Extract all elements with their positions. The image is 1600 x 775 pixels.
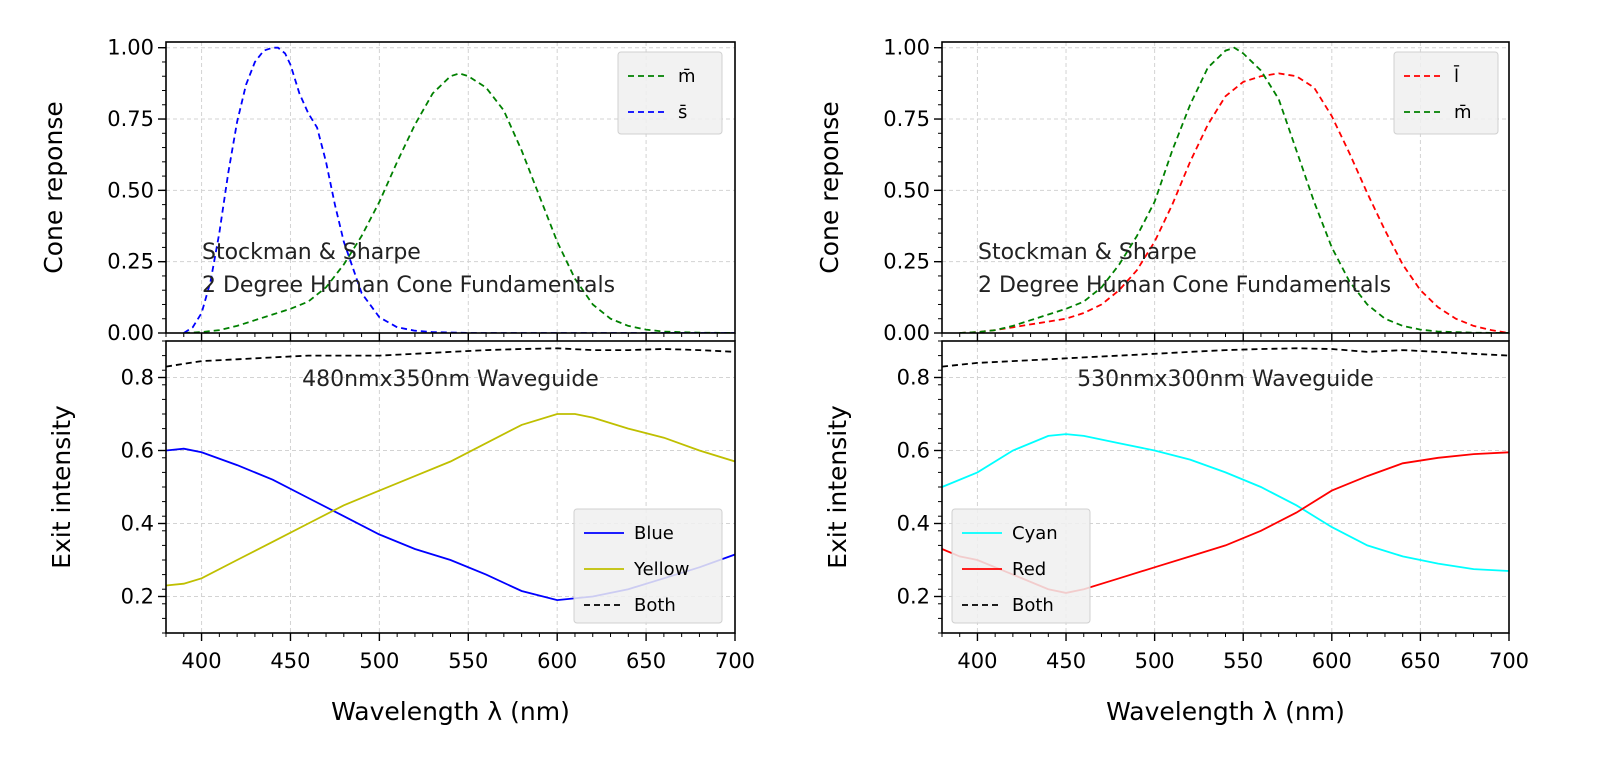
y-axis-label: Cone reponse bbox=[815, 101, 844, 273]
annotation-text: 480nmx350nm Waveguide bbox=[302, 367, 599, 392]
legend: Cyan Red Both bbox=[951, 508, 1091, 624]
series-line-l-0 bbox=[959, 72, 1509, 333]
legend-label: Both bbox=[1012, 595, 1054, 616]
legend: m̄ s̄ bbox=[617, 51, 723, 135]
y-tick-label: 1.00 bbox=[883, 36, 930, 60]
y-tick-label: 0.75 bbox=[107, 107, 154, 131]
panel-left-top: 0.00 0.25 0.50 0.75 1.00 Cone reponse Stockman… bbox=[39, 36, 736, 345]
grid bbox=[166, 341, 735, 633]
panel-right-top: 0.00 0.25 0.50 0.75 1.00 Cone reponse Stockman… bbox=[815, 36, 1510, 345]
x-tick-label: 700 bbox=[1489, 649, 1529, 673]
y-tick-label: 0.25 bbox=[883, 250, 930, 274]
legend-label: m̄ bbox=[678, 66, 696, 87]
series-line-m-0 bbox=[183, 72, 735, 333]
legend-label: Blue bbox=[634, 523, 674, 544]
annotation-text: 2 Degree Human Cone Fundamentals bbox=[202, 273, 615, 298]
annotation-text: 530nmx300nm Waveguide bbox=[1077, 367, 1374, 392]
series-line-cyan-0 bbox=[942, 433, 1509, 572]
legend-label: Yellow bbox=[633, 559, 689, 580]
panel-left-bottom: 0.2 0.4 0.6 0.8 400 450 500 550 600 650 700 Wavelen… bbox=[47, 340, 755, 726]
legend: Blue Yellow Both bbox=[573, 508, 723, 624]
x-tick-label: 550 bbox=[1223, 649, 1263, 673]
x-tick-label: 650 bbox=[626, 649, 666, 673]
series-line-m-1 bbox=[959, 46, 1509, 333]
grid bbox=[166, 42, 735, 333]
y-axis-label: Exit intensity bbox=[823, 405, 852, 569]
legend-label: l̄ bbox=[1453, 65, 1460, 87]
x-tick-label: 450 bbox=[270, 649, 310, 673]
x-axis-label: Wavelength λ (nm) bbox=[331, 697, 570, 726]
y-tick-label: 0.8 bbox=[121, 366, 154, 390]
legend-label: Red bbox=[1012, 559, 1046, 580]
x-tick-label: 500 bbox=[359, 649, 399, 673]
x-axis-label: Wavelength λ (nm) bbox=[1106, 697, 1345, 726]
y-tick-label: 0.4 bbox=[121, 512, 154, 536]
y-tick-label: 0.4 bbox=[897, 512, 930, 536]
series-line-both-2 bbox=[942, 347, 1509, 368]
y-axis-label: Cone reponse bbox=[39, 101, 68, 273]
series-line-s-1 bbox=[183, 46, 735, 333]
legend-label: Both bbox=[634, 595, 676, 616]
legend-label: Cyan bbox=[1012, 523, 1058, 544]
x-tick-label: 650 bbox=[1400, 649, 1440, 673]
y-tick-label: 1.00 bbox=[107, 36, 154, 60]
series-line-yellow-1 bbox=[166, 413, 735, 587]
x-tick-label: 550 bbox=[448, 649, 488, 673]
x-tick-label: 600 bbox=[537, 649, 577, 673]
y-tick-label: 0.6 bbox=[121, 439, 154, 463]
legend-label: m̄ bbox=[1454, 102, 1472, 123]
legend: l̄ m̄ bbox=[1393, 51, 1499, 135]
y-tick-label: 0.25 bbox=[107, 250, 154, 274]
y-tick-label: 0.75 bbox=[883, 107, 930, 131]
y-tick-label: 0.2 bbox=[121, 585, 154, 609]
annotation-text: Stockman & Sharpe bbox=[978, 240, 1197, 265]
y-tick-label: 0.00 bbox=[107, 321, 154, 345]
y-tick-label: 0.2 bbox=[897, 585, 930, 609]
y-tick-label: 0.00 bbox=[883, 321, 930, 345]
annotation-text: Stockman & Sharpe bbox=[202, 240, 421, 265]
series-line-both-2 bbox=[166, 347, 735, 368]
x-tick-label: 700 bbox=[715, 649, 755, 673]
y-tick-label: 0.50 bbox=[883, 178, 930, 202]
panel-right-bottom: 0.2 0.4 0.6 0.8 400 450 500 550 600 650 700 Wavelen… bbox=[823, 340, 1529, 726]
annotation-text: 2 Degree Human Cone Fundamentals bbox=[978, 273, 1391, 298]
x-tick-label: 450 bbox=[1046, 649, 1086, 673]
legend-label: s̄ bbox=[678, 102, 687, 123]
x-tick-label: 400 bbox=[182, 649, 222, 673]
y-tick-label: 0.50 bbox=[107, 178, 154, 202]
x-tick-label: 400 bbox=[957, 649, 997, 673]
y-tick-label: 0.8 bbox=[897, 366, 930, 390]
y-axis-label: Exit intensity bbox=[47, 405, 76, 569]
y-tick-label: 0.6 bbox=[897, 439, 930, 463]
x-tick-label: 600 bbox=[1312, 649, 1352, 673]
x-tick-label: 500 bbox=[1135, 649, 1175, 673]
